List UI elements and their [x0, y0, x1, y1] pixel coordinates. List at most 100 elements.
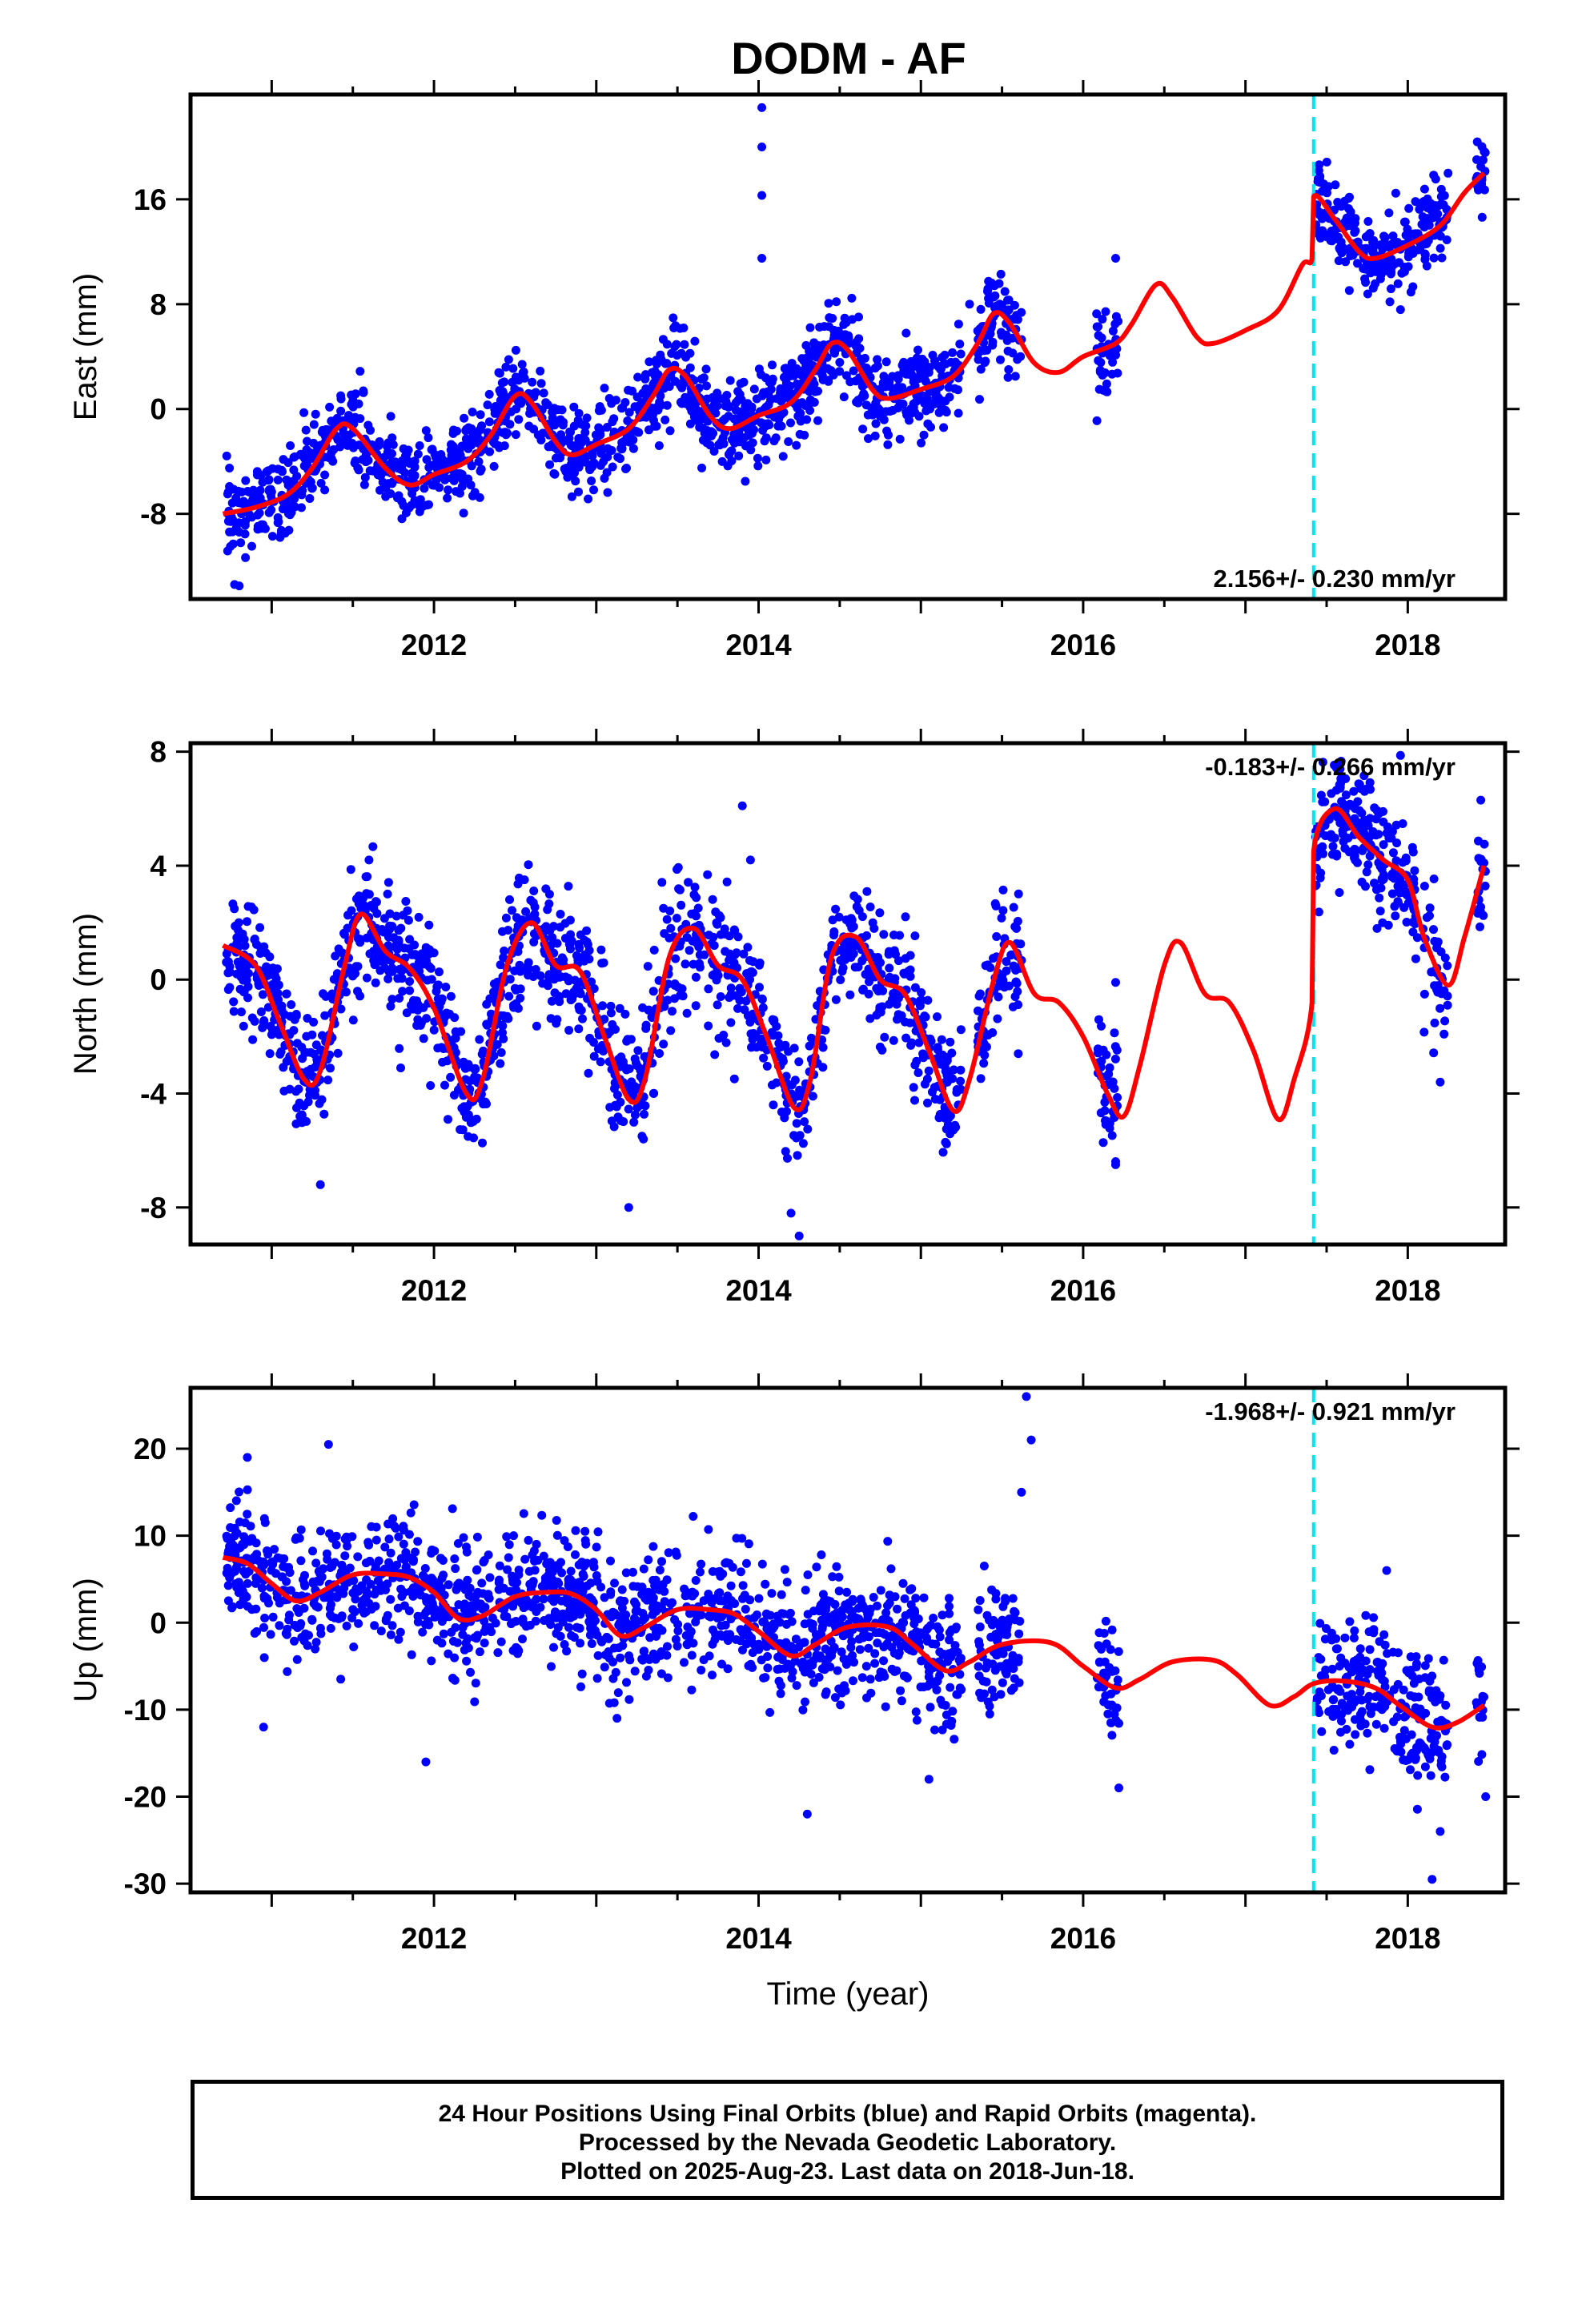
- data-point: [472, 1566, 481, 1575]
- data-point: [933, 1012, 942, 1022]
- data-point: [787, 1673, 797, 1683]
- data-point: [946, 1683, 955, 1692]
- data-point: [814, 341, 824, 351]
- data-point: [316, 478, 326, 488]
- data-point: [544, 442, 553, 452]
- data-point: [438, 1556, 448, 1565]
- data-point: [641, 412, 651, 422]
- data-point: [343, 923, 352, 933]
- data-point: [279, 455, 288, 464]
- data-point: [793, 412, 803, 421]
- data-point: [792, 440, 801, 450]
- data-point: [265, 952, 275, 962]
- y-tick-label: 0: [150, 393, 167, 426]
- data-point: [839, 320, 849, 329]
- data-point: [290, 494, 299, 504]
- data-point: [649, 416, 658, 425]
- data-point: [365, 1556, 375, 1566]
- data-point: [620, 1616, 630, 1626]
- data-point: [757, 254, 767, 263]
- data-point: [407, 1650, 416, 1659]
- data-point: [476, 464, 486, 474]
- data-point: [892, 1637, 901, 1647]
- data-point: [881, 1614, 891, 1623]
- data-point: [258, 477, 267, 487]
- data-point: [857, 912, 867, 922]
- data-point: [945, 1628, 954, 1638]
- data-point: [920, 1011, 930, 1021]
- data-point: [920, 1080, 930, 1089]
- data-point: [885, 1633, 893, 1642]
- data-point: [723, 1636, 733, 1645]
- data-point: [739, 377, 749, 387]
- data-point: [923, 400, 933, 410]
- data-point: [363, 456, 373, 465]
- data-point: [907, 1038, 917, 1047]
- data-point: [731, 405, 741, 415]
- data-point: [286, 441, 295, 450]
- data-point: [800, 1117, 809, 1127]
- data-point: [620, 1009, 630, 1019]
- data-point: [720, 924, 729, 934]
- data-point: [780, 1565, 789, 1574]
- data-point: [587, 1639, 596, 1648]
- data-point: [452, 1585, 461, 1594]
- data-point: [954, 320, 963, 329]
- data-point: [637, 1582, 647, 1592]
- data-point: [1381, 239, 1391, 249]
- data-point: [236, 538, 246, 548]
- y-tick-label: -8: [140, 498, 167, 531]
- data-point: [584, 494, 593, 504]
- data-point: [749, 1639, 759, 1649]
- data-point: [1362, 243, 1371, 253]
- data-point: [307, 484, 317, 493]
- data-point: [238, 1539, 247, 1549]
- data-point: [942, 1139, 951, 1148]
- data-point: [320, 470, 330, 480]
- data-point: [386, 1594, 396, 1604]
- data-point: [351, 1594, 360, 1604]
- data-point: [901, 1671, 911, 1681]
- data-point: [386, 1630, 396, 1639]
- data-point: [593, 1527, 603, 1537]
- data-point: [835, 358, 845, 367]
- data-point: [749, 384, 759, 394]
- data-point: [259, 1653, 269, 1663]
- data-point: [748, 1035, 757, 1044]
- data-point: [1419, 184, 1429, 194]
- data-point: [257, 1583, 267, 1593]
- data-point: [519, 1618, 528, 1627]
- data-point: [741, 476, 750, 486]
- data-point: [828, 1572, 837, 1582]
- data-point: [340, 1534, 350, 1544]
- data-point: [922, 1636, 932, 1646]
- data-point: [475, 1647, 484, 1657]
- data-point: [704, 984, 713, 994]
- data-point: [375, 469, 384, 478]
- data-point: [941, 396, 950, 406]
- data-point: [996, 355, 1005, 364]
- data-point: [543, 926, 552, 935]
- data-point: [657, 1626, 667, 1635]
- data-point: [743, 943, 753, 952]
- data-point: [247, 1605, 257, 1614]
- data-point: [873, 1601, 881, 1610]
- data-point: [664, 1548, 673, 1558]
- data-point: [954, 408, 963, 418]
- data-point: [398, 987, 408, 996]
- data-point: [758, 1003, 768, 1012]
- data-point: [530, 1566, 540, 1575]
- data-point: [425, 460, 435, 470]
- data-point: [771, 433, 781, 443]
- data-point: [1419, 223, 1429, 232]
- data-point: [849, 1676, 857, 1686]
- data-point: [556, 1596, 566, 1606]
- data-point: [444, 1115, 452, 1124]
- data-point: [812, 1562, 821, 1572]
- data-point: [986, 281, 996, 290]
- data-point: [829, 370, 838, 380]
- data-point: [628, 1567, 637, 1577]
- data-point: [385, 909, 395, 919]
- data-point: [759, 1053, 769, 1063]
- data-point: [944, 1070, 954, 1080]
